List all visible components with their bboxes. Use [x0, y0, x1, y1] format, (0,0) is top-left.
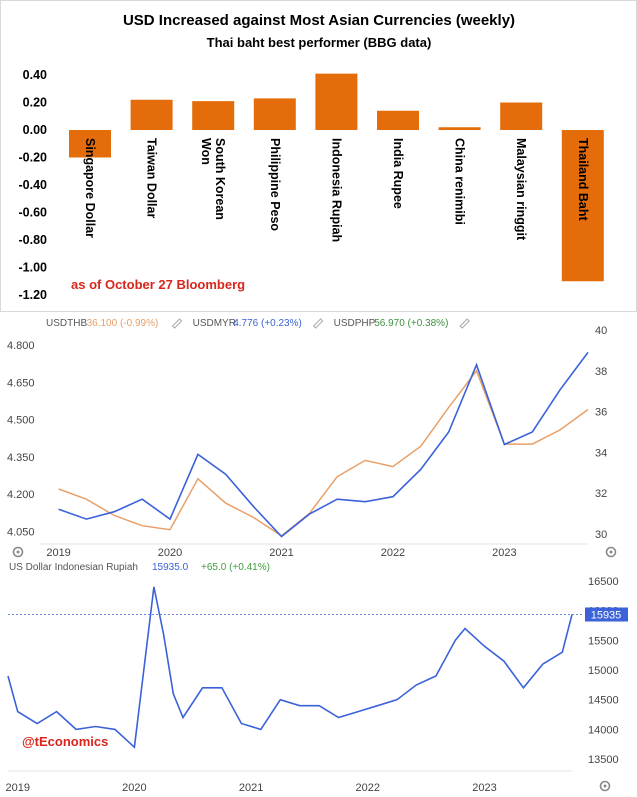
y-tick-label: 0.20 — [23, 96, 47, 110]
watermark: @tEconomics — [22, 734, 108, 749]
category-label: India Rupee — [391, 138, 405, 209]
idr-line-chart: US Dollar Indonesian Rupiah 15935.0 +65.… — [5, 562, 628, 794]
y-axis-tick: 14500 — [588, 695, 619, 707]
bar — [192, 101, 235, 130]
y-axis-tick: 13500 — [588, 754, 619, 766]
y-tick-label: -1.00 — [19, 261, 48, 275]
category-label: Taiwan Dollar — [145, 138, 159, 218]
settings-icon[interactable] — [599, 780, 611, 792]
series-line-usdmyr — [58, 351, 589, 538]
settings-icon[interactable] — [12, 546, 24, 558]
category-label: China renimibi — [453, 138, 467, 225]
legend-series-value: 4.776 (+0.23%) — [233, 318, 302, 329]
series-line-usdthb — [58, 369, 589, 537]
y-axis-tick: 15000 — [588, 665, 619, 677]
y-axis-tick: 16500 — [588, 576, 619, 588]
bar — [69, 130, 111, 158]
legend-series-name: USDMYR — [193, 318, 236, 329]
idr-chart-title: US Dollar Indonesian Rupiah — [9, 562, 138, 573]
legend-series-name: USDPHP — [334, 318, 376, 329]
x-axis-tick: 2019 — [46, 547, 70, 559]
bar — [130, 99, 173, 130]
x-axis-tick: 2020 — [122, 782, 146, 794]
right-axis-tick: 40 — [595, 325, 607, 337]
right-axis-tick: 36 — [595, 407, 607, 419]
x-axis-tick: 2019 — [5, 782, 29, 794]
bar — [500, 102, 543, 130]
last-price-label: 15935 — [585, 607, 628, 622]
bar — [315, 73, 358, 130]
fx-line-chart-panel: USDTHB 36.100 (-0.99%) USDMYR 4.776 (+0.23%… — [0, 312, 637, 559]
category-label: Indonesia Rupiah — [329, 138, 343, 242]
left-axis-tick: 4.800 — [7, 340, 35, 352]
y-tick-label: 0.40 — [23, 68, 47, 82]
idr-line-chart-panel: US Dollar Indonesian Rupiah 15935.0 +65.… — [0, 559, 637, 797]
x-axis-tick: 2021 — [239, 782, 263, 794]
y-tick-label: 0.00 — [23, 123, 47, 137]
last-price-badge — [585, 607, 628, 622]
x-axis-tick: 2022 — [356, 782, 380, 794]
y-tick-label: -0.20 — [19, 151, 48, 165]
left-axis-tick: 4.650 — [7, 377, 35, 389]
category-label: South KoreanWon — [199, 138, 227, 220]
y-axis-tick: 15500 — [588, 635, 619, 647]
bar-chart-title: USD Increased against Most Asian Currenc… — [123, 12, 515, 29]
right-axis-tick: 38 — [595, 366, 607, 378]
y-tick-label: -0.60 — [19, 206, 48, 220]
edit-pencil-icon[interactable] — [171, 318, 183, 329]
y-axis-tick: 14000 — [588, 724, 619, 736]
edit-pencil-icon[interactable] — [312, 318, 324, 329]
bar — [253, 98, 296, 130]
bar-chart: USD Increased against Most Asian Currenc… — [19, 12, 604, 302]
x-axis-tick: 2021 — [269, 547, 293, 559]
edit-pencil-icon[interactable] — [459, 318, 470, 329]
y-tick-label: -0.80 — [19, 233, 48, 247]
legend-series-value: 56.970 (+0.38%) — [374, 318, 448, 329]
legend-series-value: 36.100 (-0.99%) — [87, 318, 159, 329]
y-tick-label: -1.20 — [19, 288, 48, 302]
left-axis-tick: 4.500 — [7, 415, 35, 427]
category-label: Thailand Baht — [576, 138, 590, 221]
right-axis-tick: 30 — [595, 529, 607, 541]
left-axis-tick: 4.200 — [7, 489, 35, 501]
right-axis-tick: 32 — [595, 488, 607, 500]
bar-chart-annotation: as of October 27 Bloomberg — [71, 277, 245, 292]
idr-last-value: 15935.0 — [152, 562, 189, 573]
left-axis-tick: 4.050 — [7, 527, 35, 539]
left-axis-tick: 4.350 — [7, 452, 35, 464]
bar — [377, 110, 419, 130]
bar-chart-panel: USD Increased against Most Asian Currenc… — [0, 0, 637, 312]
y-tick-label: -0.40 — [19, 178, 48, 192]
idr-change: +65.0 (+0.41%) — [201, 562, 270, 573]
x-axis-tick: 2023 — [472, 782, 496, 794]
x-axis-tick: 2023 — [492, 547, 516, 559]
x-axis-tick: 2022 — [381, 547, 405, 559]
x-axis-tick: 2020 — [158, 547, 182, 559]
settings-icon[interactable] — [605, 546, 617, 558]
right-axis-tick: 34 — [595, 447, 607, 459]
last-price-text: 15935 — [591, 609, 622, 621]
category-label: Malaysian ringgit — [514, 138, 528, 241]
idr-series-line — [7, 586, 573, 749]
category-label: Philippine Peso — [268, 138, 282, 231]
category-label: Singapore Dollar — [83, 138, 97, 238]
bar-chart-subtitle: Thai baht best performer (BBG data) — [207, 35, 432, 50]
legend-series-name: USDTHB — [46, 318, 87, 329]
bar — [561, 130, 604, 282]
bar — [438, 127, 481, 130]
